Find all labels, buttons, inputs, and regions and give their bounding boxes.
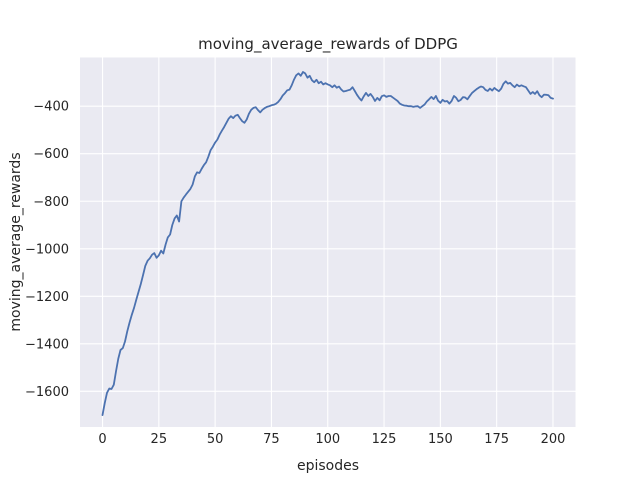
x-tick-label: 0 xyxy=(98,432,106,447)
x-tick-label: 100 xyxy=(315,432,340,447)
reward-line xyxy=(101,71,554,416)
y-tick-label: −1200 xyxy=(25,290,69,305)
y-tick-label: −400 xyxy=(33,100,69,115)
x-tick-label: 200 xyxy=(541,432,566,447)
x-tick-label: 25 xyxy=(151,432,168,447)
y-tick-label: −1600 xyxy=(25,385,69,400)
x-tick-label: 125 xyxy=(372,432,397,447)
y-axis-label: moving_average_rewards xyxy=(8,152,24,332)
y-tick-label: −1000 xyxy=(25,242,69,257)
y-tick-label: −800 xyxy=(33,195,69,210)
y-tick-label: −600 xyxy=(33,147,69,162)
y-tick-label: −1400 xyxy=(25,337,69,352)
x-tick-label: 175 xyxy=(484,432,509,447)
x-axis-label: episodes xyxy=(296,458,360,474)
x-tick-label: 50 xyxy=(207,432,224,447)
x-tick-label: 150 xyxy=(428,432,453,447)
x-tick-label: 75 xyxy=(263,432,280,447)
chart-title: moving_average_rewards of DDPG xyxy=(198,35,458,53)
